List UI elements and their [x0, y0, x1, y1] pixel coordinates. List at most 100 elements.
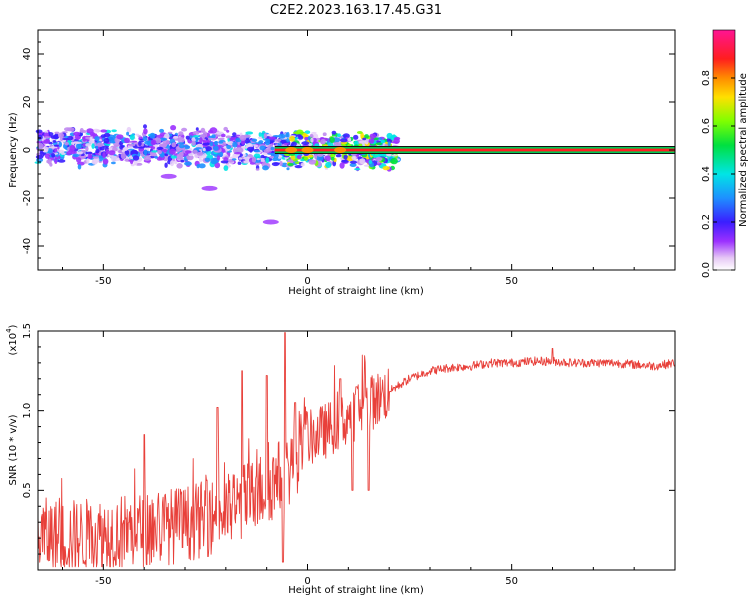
spectral-blob — [138, 140, 142, 147]
spectral-blob — [269, 155, 275, 159]
spectral-blob — [283, 142, 289, 145]
spectral-blob — [199, 158, 203, 162]
spectral-blob — [353, 134, 359, 140]
y-tick-label: -40 — [22, 238, 33, 254]
spectral-blob — [339, 138, 348, 143]
spectral-blob — [151, 150, 159, 153]
spectral-blob — [86, 128, 94, 134]
spectral-blob — [243, 160, 250, 164]
spectral-blob — [120, 145, 125, 148]
y-tick-label: 0 — [22, 147, 33, 153]
spectral-blob — [390, 157, 398, 165]
spectral-blob — [251, 138, 258, 142]
spectrogram-y-label: Frequency (Hz) — [8, 112, 19, 188]
spectral-blob — [159, 137, 168, 141]
colorbar-gradient — [712, 29, 736, 271]
spectral-blob — [278, 133, 286, 139]
spectral-blob — [92, 128, 100, 133]
spectral-blob — [307, 154, 314, 158]
spectral-blob — [85, 151, 93, 155]
spectral-blob — [202, 142, 210, 146]
spectral-blob — [331, 130, 337, 135]
spectral-blob — [54, 148, 58, 153]
spectral-blob — [198, 163, 206, 169]
y-tick-label: -20 — [22, 190, 33, 206]
spectral-blob — [171, 142, 177, 148]
spectral-blob — [225, 135, 232, 139]
spectral-blob — [350, 160, 358, 164]
spectral-blob — [128, 143, 136, 147]
spectral-blob — [162, 139, 170, 145]
spectral-blob — [138, 146, 145, 149]
figure-title: C2E2.2023.163.17.45.G31 — [270, 3, 442, 18]
spectral-blob — [95, 149, 100, 154]
spectral-blob — [167, 131, 173, 134]
spectral-blob — [337, 133, 341, 137]
spectral-blob — [111, 129, 117, 133]
snr-x-label: Height of straight line (km) — [288, 585, 424, 596]
spectral-blob — [209, 141, 214, 147]
spectral-blob — [322, 132, 327, 136]
spectral-blob — [110, 155, 118, 162]
spectral-blob — [192, 131, 200, 135]
spectral-blob — [176, 142, 185, 145]
spectral-blob — [223, 157, 229, 162]
spectral-blob — [64, 127, 72, 132]
spectral-blob — [122, 146, 129, 151]
spectral-blob — [259, 157, 266, 162]
spectral-blob — [290, 154, 296, 160]
spectral-blob — [35, 129, 43, 134]
spectral-blob — [124, 149, 130, 156]
spectral-blob — [341, 159, 349, 163]
spectral-blob — [156, 156, 163, 161]
snr-y-label: SNR (10 * v/v) — [8, 414, 19, 485]
spectral-blob — [50, 135, 56, 139]
spectral-blob — [178, 151, 184, 158]
spectral-blob — [204, 146, 212, 152]
y-tick-label: 1.5 — [22, 323, 33, 339]
spectral-blob — [347, 137, 352, 142]
spectral-blob — [204, 157, 211, 162]
spectral-blob — [202, 131, 208, 138]
x-tick-label: 0 — [304, 576, 310, 587]
spectral-blob — [150, 146, 156, 150]
spectral-blob — [351, 155, 357, 161]
spectral-blob — [143, 155, 152, 161]
spectral-blob — [359, 158, 366, 165]
spectral-blob — [312, 137, 317, 142]
spectral-blob — [124, 137, 130, 144]
colorbar-ticks: 0.0 0.2 0.4 0.6 0.8 — [701, 70, 735, 278]
y-tick-label: 40 — [22, 48, 33, 61]
spectral-blob — [74, 141, 82, 144]
spectral-blob — [202, 148, 206, 152]
spectral-blob — [85, 143, 92, 147]
spectral-blob — [312, 133, 319, 139]
spectral-blob — [72, 153, 80, 158]
spectral-blob — [87, 153, 93, 160]
spectral-blob — [294, 165, 303, 169]
spectral-blob — [232, 153, 237, 159]
side-blob — [201, 185, 218, 191]
spectral-blob — [310, 137, 314, 143]
spectral-blob — [126, 131, 130, 136]
spectral-blob — [102, 152, 106, 159]
spectral-blob — [169, 148, 176, 155]
spectral-blob — [138, 135, 142, 138]
spectral-blob — [186, 154, 194, 161]
spectral-blob — [233, 147, 237, 154]
spectral-blob — [251, 156, 257, 163]
spectral-blob — [382, 166, 390, 171]
spectral-blob — [268, 136, 276, 140]
spectral-blob — [156, 146, 164, 150]
spectral-blob — [262, 165, 269, 171]
spectral-blob — [85, 146, 89, 152]
spectral-blob — [386, 153, 392, 157]
snr-plot-area — [38, 331, 675, 570]
carrier-hotspot — [334, 147, 347, 153]
spectral-blob — [135, 133, 140, 136]
spectral-blob — [234, 152, 242, 155]
spectral-blob — [39, 149, 44, 156]
spectral-blob — [128, 159, 135, 162]
spectrogram-x-axis: -50 0 50 — [62, 30, 676, 287]
spectral-blob — [214, 142, 218, 146]
